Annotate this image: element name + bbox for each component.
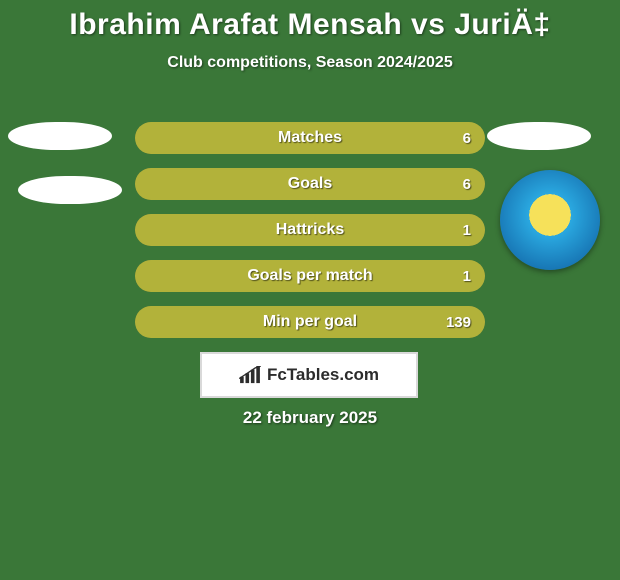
stat-label: Goals per match	[135, 260, 485, 292]
stat-value-right: 6	[463, 168, 471, 200]
stat-row: Matches6	[135, 122, 485, 154]
stat-value-right: 1	[463, 214, 471, 246]
infographic-container: Ibrahim Arafat Mensah vs JuriÄ‡ Club com…	[0, 0, 620, 580]
stat-row: Hattricks1	[135, 214, 485, 246]
left-club-badge-2	[18, 176, 122, 204]
stat-row: Goals6	[135, 168, 485, 200]
right-club-crest	[500, 170, 600, 270]
date-text: 22 february 2025	[0, 408, 620, 428]
stat-value-right: 139	[446, 306, 471, 338]
stat-label: Goals	[135, 168, 485, 200]
brand-text: FcTables.com	[267, 365, 379, 385]
subtitle: Club competitions, Season 2024/2025	[0, 54, 620, 72]
right-club-badge	[487, 122, 591, 150]
bar-chart-icon	[239, 366, 261, 384]
stat-row: Goals per match1	[135, 260, 485, 292]
page-title: Ibrahim Arafat Mensah vs JuriÄ‡	[0, 0, 620, 42]
stats-block: Matches6Goals6Hattricks1Goals per match1…	[135, 122, 485, 352]
stat-label: Matches	[135, 122, 485, 154]
stat-label: Min per goal	[135, 306, 485, 338]
stat-row: Min per goal139	[135, 306, 485, 338]
stat-label: Hattricks	[135, 214, 485, 246]
left-club-badge-1	[8, 122, 112, 150]
stat-value-right: 1	[463, 260, 471, 292]
stat-value-right: 6	[463, 122, 471, 154]
brand-logo-box: FcTables.com	[200, 352, 418, 398]
